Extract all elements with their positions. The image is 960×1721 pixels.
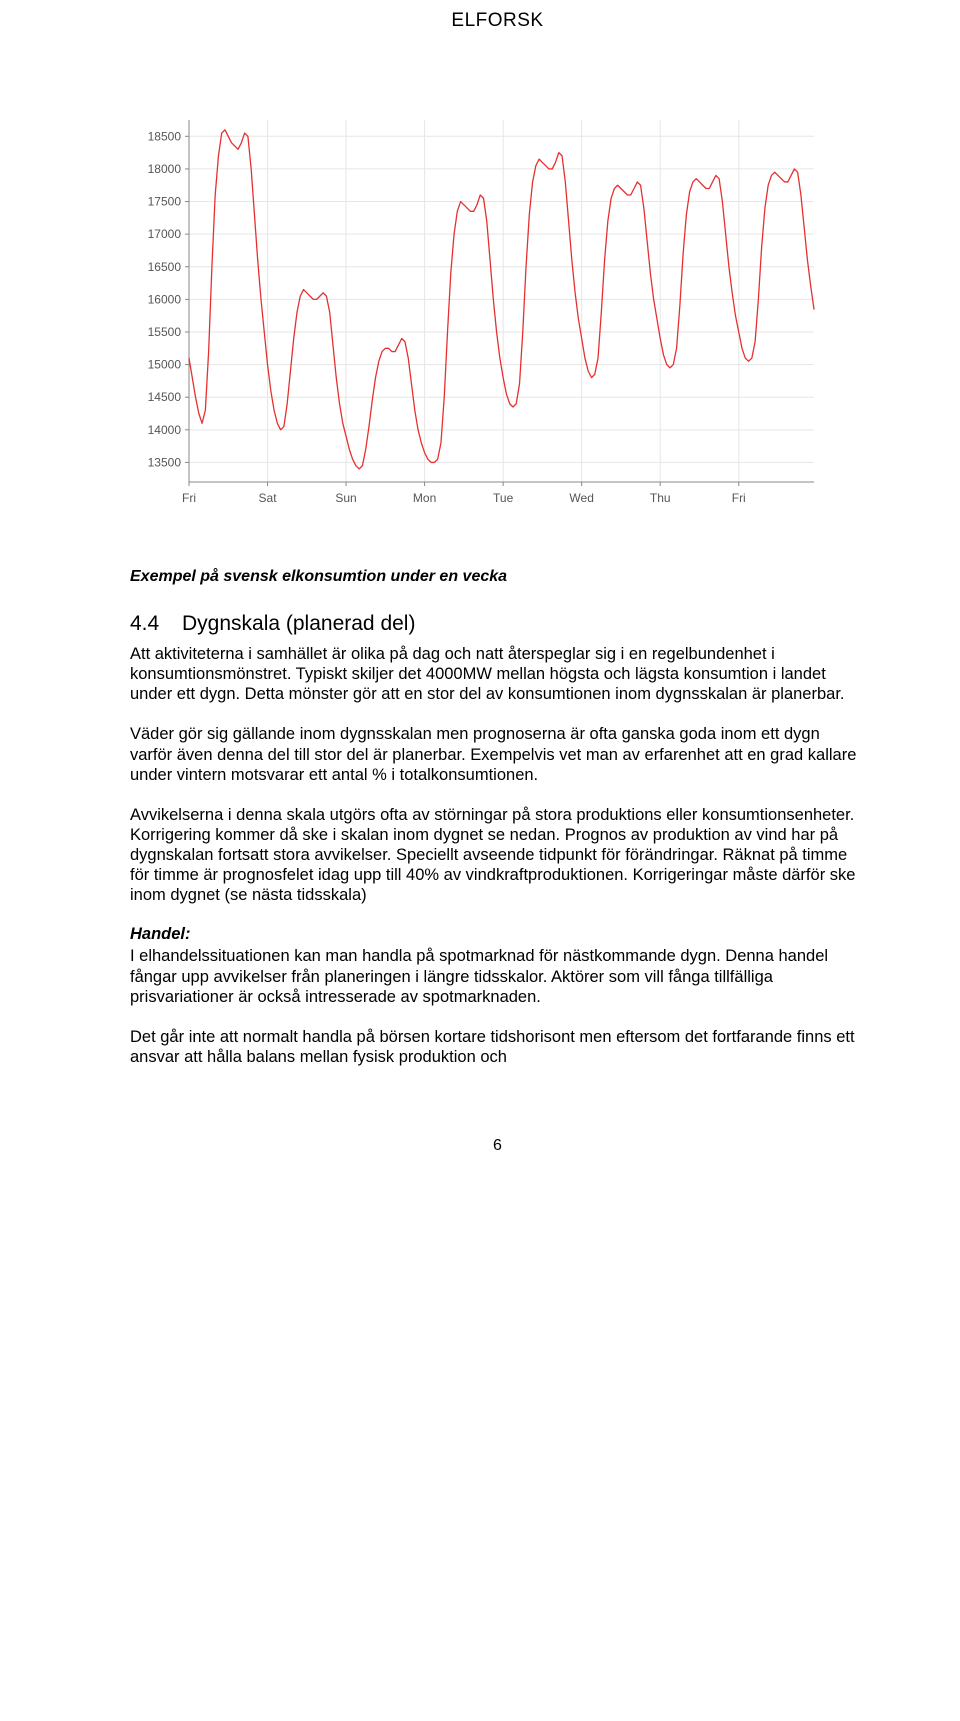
svg-text:Sun: Sun <box>335 491 356 505</box>
svg-text:13500: 13500 <box>148 455 182 469</box>
svg-text:18500: 18500 <box>148 129 182 143</box>
svg-text:Fri: Fri <box>732 491 746 505</box>
page-number: 6 <box>130 1137 865 1155</box>
section-number: 4.4 <box>130 612 182 636</box>
consumption-line-chart: 13500 14000 14500 15000 15500 16000 16500 17000… <box>125 110 830 540</box>
svg-text:Tue: Tue <box>493 491 514 505</box>
section-title-text: Dygnskala (planerad del) <box>182 612 415 635</box>
paragraph-1: Att aktiviteterna i samhället är olika p… <box>130 644 865 704</box>
section-heading: 4.4Dygnskala (planerad del) <box>130 612 865 636</box>
svg-text:17000: 17000 <box>148 227 182 241</box>
svg-text:16500: 16500 <box>148 260 182 274</box>
svg-text:Mon: Mon <box>413 491 436 505</box>
paragraph-5: Det går inte att normalt handla på börse… <box>130 1027 865 1067</box>
svg-text:16000: 16000 <box>148 292 182 306</box>
page-header: ELFORSK <box>130 0 865 50</box>
svg-text:17500: 17500 <box>148 195 182 209</box>
svg-text:Wed: Wed <box>569 491 593 505</box>
svg-text:Thu: Thu <box>650 491 671 505</box>
figure-caption: Exempel på svensk elkonsumtion under en … <box>130 568 865 586</box>
chart-svg: 13500 14000 14500 15000 15500 16000 16500 17000… <box>125 110 830 540</box>
svg-text:Fri: Fri <box>182 491 196 505</box>
svg-text:15500: 15500 <box>148 325 182 339</box>
svg-text:14500: 14500 <box>148 390 182 404</box>
paragraph-3: Avvikelserna i denna skala utgörs ofta a… <box>130 805 865 906</box>
svg-text:Sat: Sat <box>259 491 278 505</box>
svg-text:18000: 18000 <box>148 162 182 176</box>
paragraph-4: I elhandelssituationen kan man handla på… <box>130 946 865 1006</box>
svg-text:15000: 15000 <box>148 358 182 372</box>
handel-subheading: Handel: <box>130 925 865 944</box>
paragraph-2: Väder gör sig gällande inom dygnsskalan … <box>130 724 865 784</box>
svg-text:14000: 14000 <box>148 423 182 437</box>
